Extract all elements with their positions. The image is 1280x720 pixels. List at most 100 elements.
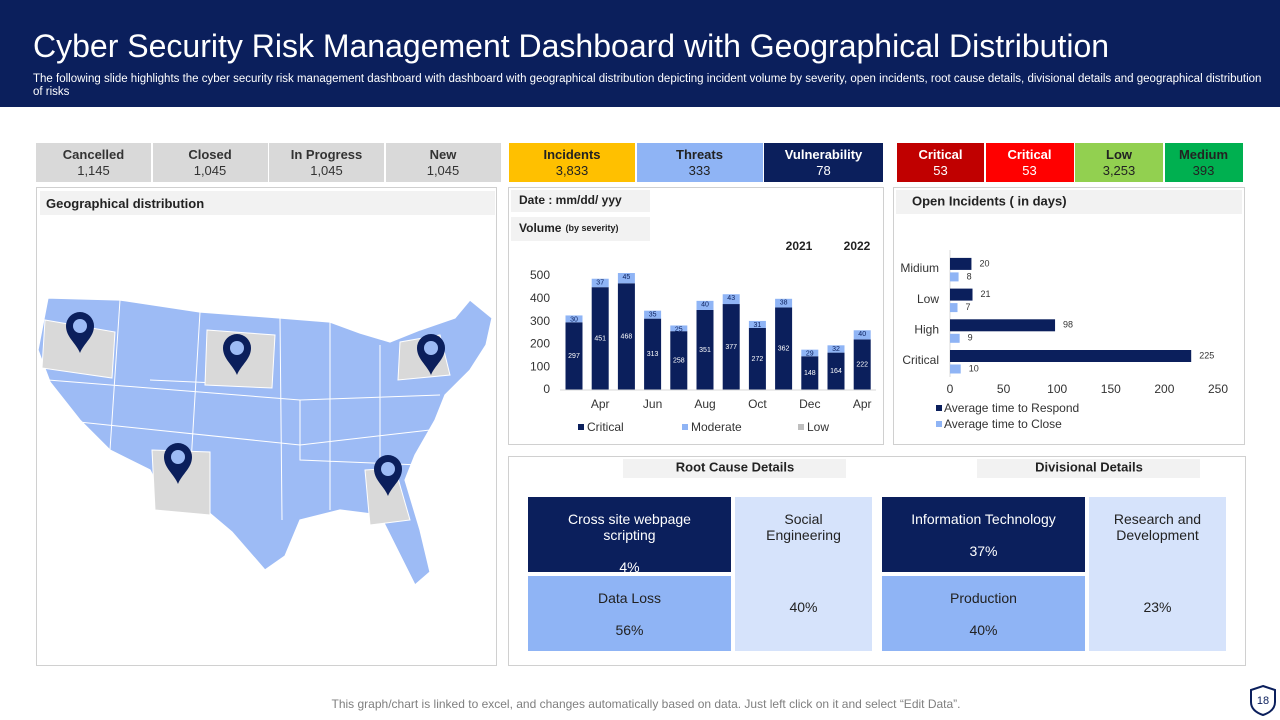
bar-segment: [696, 309, 714, 390]
section-head: [977, 459, 1200, 478]
data-label: 164: [830, 368, 842, 375]
detail-cell: Data Loss 56%: [528, 576, 731, 651]
kpi-label: In Progress: [290, 146, 363, 162]
kpi-card: In Progress 1,045: [269, 143, 384, 182]
year-label: 2021: [786, 239, 813, 253]
kpi-value: 3,833: [555, 162, 589, 178]
volume-label: Volume (by severity): [519, 221, 618, 235]
open-incidents-panel: [893, 187, 1245, 445]
volume-title: Volume: [519, 221, 562, 235]
legend-label: Critical: [587, 420, 624, 434]
kpi-label: Vulnerability: [784, 146, 863, 162]
section-head: [623, 459, 846, 478]
cell-label: Information Technology: [911, 511, 1056, 527]
data-label: 362: [778, 346, 790, 353]
cell-value: 56%: [615, 622, 644, 638]
hbar: [950, 319, 1056, 332]
data-label: 222: [856, 362, 868, 369]
detail-cell: Cross site webpage scripting 4%: [528, 497, 731, 575]
kpi-value: 78: [816, 162, 831, 178]
y-tick-label: 500: [530, 268, 550, 282]
bar-segment: [617, 273, 635, 284]
bar-segment: [644, 310, 662, 319]
data-label: 30: [570, 316, 578, 323]
y-tick-label: 0: [543, 382, 550, 396]
hbar: [950, 333, 960, 343]
detail-cell: Research and Development 23%: [1089, 497, 1226, 651]
legend-swatch: [936, 421, 942, 427]
kpi-card: Medium 393: [1164, 143, 1243, 182]
bar-segment: [565, 322, 583, 390]
hbar: [950, 257, 972, 270]
kpi-card: Critical 53: [897, 143, 984, 182]
x-tick-label: Apr: [853, 397, 872, 411]
kpi-label: Threats: [676, 146, 723, 162]
bar-segment: [617, 283, 635, 390]
legend-swatch: [578, 424, 584, 430]
hbar: [950, 272, 959, 282]
legend-swatch: [682, 424, 688, 430]
x-tick-label: 0: [947, 382, 954, 396]
header-band: Cyber Security Risk Management Dashboard…: [0, 0, 1280, 107]
kpi-value: 1,045: [310, 162, 343, 178]
kpi-label: Cancelled: [62, 146, 125, 162]
data-label: 225: [1199, 350, 1214, 360]
x-tick-label: 100: [1047, 382, 1067, 396]
bar-segment: [591, 287, 609, 390]
legend-swatch: [798, 424, 804, 430]
kpi-card: Cancelled 1,145: [36, 143, 151, 182]
data-label: 7: [966, 302, 971, 312]
kpi-label: New: [429, 146, 457, 162]
bar-segment: [853, 339, 871, 390]
data-label: 20: [979, 258, 989, 268]
bar-segment: [827, 345, 845, 353]
data-label: 351: [699, 347, 711, 354]
bar-segment: [670, 331, 688, 390]
data-label: 313: [647, 351, 659, 358]
kpi-value: 1,145: [77, 162, 110, 178]
cell-value: 37%: [969, 543, 998, 559]
kpi-value: 53: [1022, 162, 1037, 178]
data-label: 37: [596, 280, 604, 287]
legend-label: Average time to Close: [944, 417, 1062, 431]
section-title: Root Cause Details: [676, 459, 794, 474]
kpi-label: Low: [1106, 146, 1132, 162]
legend-label: Low: [807, 420, 829, 434]
detail-cell: Information Technology 37%: [882, 497, 1085, 572]
kpi-value: 393: [1192, 162, 1215, 178]
page-badge: 18: [1250, 684, 1276, 716]
detail-cell: Social Engineering 40%: [735, 497, 872, 651]
kpi-label: Medium: [1178, 146, 1229, 162]
data-label: 40: [701, 302, 709, 309]
kpi-value: 3,253: [1102, 162, 1136, 178]
kpi-value: 1,045: [193, 162, 227, 178]
y-tick-label: 300: [530, 314, 550, 328]
hbar-title: Open Incidents ( in days): [912, 193, 1067, 208]
y-tick-label: 400: [530, 291, 550, 305]
data-label: 8: [967, 271, 972, 281]
x-tick-label: Aug: [694, 397, 715, 411]
y-tick-label: Low: [917, 292, 939, 306]
detail-cell: Production 40%: [882, 576, 1085, 651]
data-label: 297: [568, 353, 580, 360]
page-number: 18: [1257, 695, 1269, 707]
legend-label: Average time to Respond: [944, 401, 1079, 415]
y-tick-label: High: [914, 322, 939, 336]
data-label: 35: [649, 311, 657, 318]
cell-label: Production: [950, 590, 1017, 606]
data-label: 21: [981, 289, 991, 299]
legend-label: Moderate: [691, 420, 742, 434]
hbar: [950, 288, 973, 301]
bar-segment: [722, 294, 740, 305]
geo-title: Geographical distribution: [40, 191, 495, 215]
section-title: Divisional Details: [1035, 459, 1143, 474]
kpi-card: Threats 333: [636, 143, 763, 182]
x-tick-label: 200: [1154, 382, 1174, 396]
bar-segment: [670, 325, 688, 332]
x-tick-label: 150: [1101, 382, 1121, 396]
kpi-card: New 1,045: [385, 143, 501, 182]
kpi-card: Low 3,253: [1075, 143, 1163, 182]
